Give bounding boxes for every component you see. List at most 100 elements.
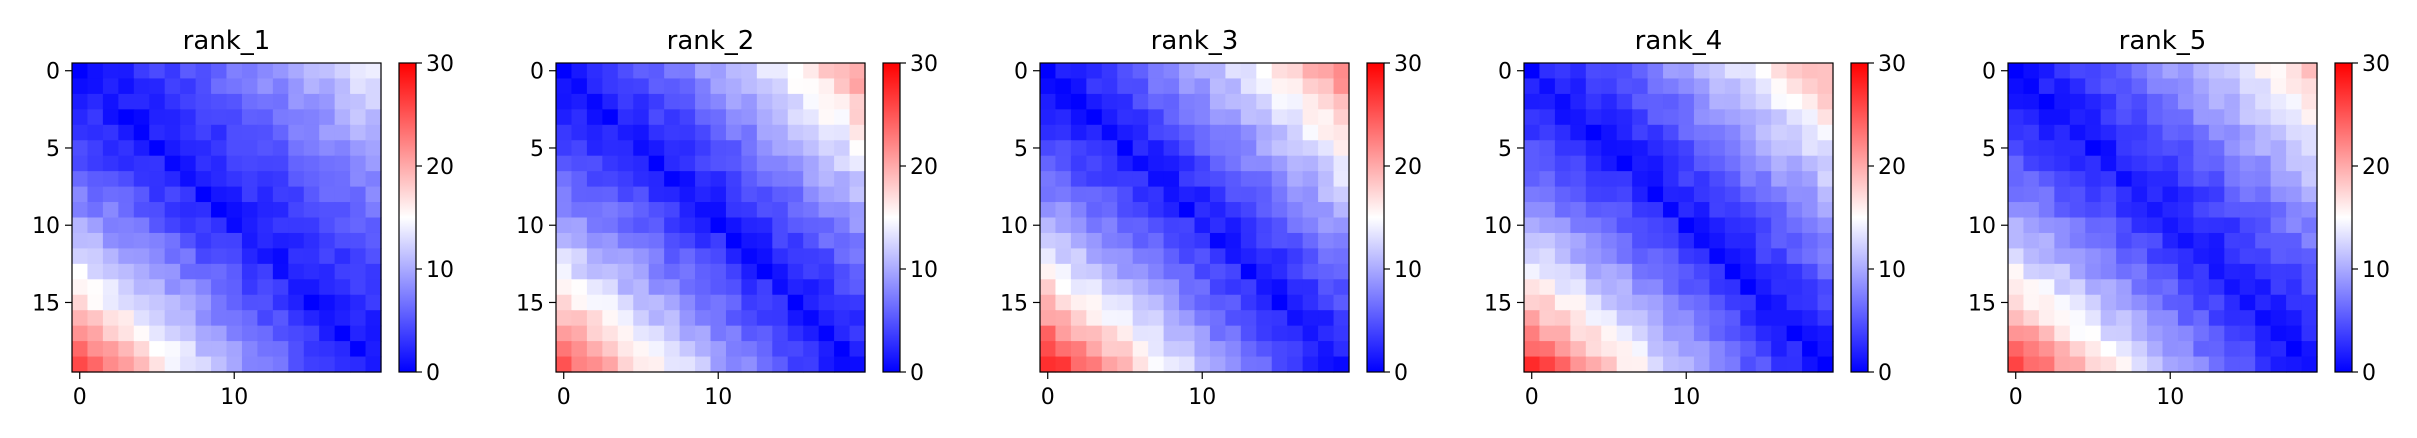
heatmap-cell	[2239, 109, 2256, 126]
heatmap-cell	[2023, 217, 2040, 234]
heatmap-cell	[2255, 279, 2272, 296]
heatmap-cell	[1524, 263, 1541, 280]
heatmap-cell	[2038, 232, 2055, 249]
heatmap-cell	[1524, 124, 1541, 141]
heatmap-cell	[633, 341, 650, 358]
heatmap-cell	[633, 186, 650, 203]
heatmap-cell	[787, 341, 804, 358]
heatmap-cell	[1070, 124, 1087, 141]
heatmap-cell	[1117, 171, 1134, 188]
heatmap-cell	[1163, 109, 1180, 126]
heatmap-cell	[319, 356, 336, 373]
heatmap-cell	[1709, 325, 1726, 342]
heatmap-cell	[257, 171, 274, 188]
heatmap-cell	[586, 186, 603, 203]
heatmap-cell	[2100, 186, 2117, 203]
heatmap-cell	[803, 63, 820, 80]
heatmap-cell	[1194, 279, 1211, 296]
heatmap-cell	[2193, 171, 2210, 188]
heatmap-cell	[2085, 279, 2102, 296]
heatmap-cell	[1802, 294, 1819, 311]
heatmap-cell	[633, 248, 650, 265]
heatmap-cell	[1709, 217, 1726, 234]
heatmap-cell	[1132, 263, 1149, 280]
heatmap-cell	[319, 124, 336, 141]
heatmap-cell	[1755, 78, 1772, 95]
heatmap-cell	[365, 155, 382, 172]
heatmap-cell	[87, 78, 104, 95]
heatmap-cell	[180, 171, 197, 188]
heatmap-cell	[2270, 248, 2287, 265]
heatmap-cell	[350, 356, 367, 373]
heatmap-cell	[1333, 202, 1350, 219]
heatmap-cell	[288, 171, 305, 188]
heatmap-cell	[133, 202, 150, 219]
heatmap-cell	[725, 202, 742, 219]
heatmap-cell	[1101, 248, 1118, 265]
heatmap-cell	[1086, 279, 1103, 296]
heatmap-cell	[303, 78, 320, 95]
heatmap-cell	[350, 263, 367, 280]
heatmap-cell	[1554, 186, 1571, 203]
heatmap-cell	[710, 310, 727, 327]
heatmap-cell	[633, 217, 650, 234]
heatmap-cell	[211, 93, 228, 110]
heatmap-cell	[1225, 341, 1242, 358]
heatmap-cell	[633, 78, 650, 95]
heatmap-cell	[72, 78, 89, 95]
heatmap-cell	[1786, 93, 1803, 110]
heatmap-cell	[1647, 217, 1664, 234]
heatmap-cell	[1524, 186, 1541, 203]
heatmap-cell	[556, 310, 573, 327]
heatmap-cell	[288, 202, 305, 219]
heatmap-cell	[648, 279, 665, 296]
heatmap-cell	[241, 325, 258, 342]
heatmap-cell	[1755, 310, 1772, 327]
heatmap-cell	[787, 263, 804, 280]
heatmap-cell	[1179, 124, 1196, 141]
heatmap-cell	[1570, 356, 1587, 373]
heatmap-cell	[102, 124, 119, 141]
heatmap-cell	[272, 93, 289, 110]
heatmap-cell	[1194, 155, 1211, 172]
heatmap-cell	[2038, 356, 2055, 373]
heatmap-cell	[1194, 310, 1211, 327]
y-tick-label: 5	[46, 137, 60, 162]
heatmap-cell	[350, 248, 367, 265]
heatmap-cell	[226, 202, 243, 219]
heatmap-cell	[2008, 294, 2025, 311]
heatmap-cell	[1802, 93, 1819, 110]
heatmap-cell	[586, 294, 603, 311]
heatmap-cell	[133, 341, 150, 358]
heatmap-cell	[1524, 93, 1541, 110]
heatmap-cell	[1101, 279, 1118, 296]
heatmap-cell	[1287, 171, 1304, 188]
heatmap-cell	[1601, 279, 1618, 296]
heatmap-cell	[1817, 140, 1834, 157]
y-tick-label: 10	[516, 214, 544, 239]
heatmap-cell	[602, 294, 619, 311]
heatmap-cell	[133, 310, 150, 327]
heatmap-cell	[2038, 341, 2055, 358]
heatmap-cell	[586, 93, 603, 110]
heatmap-cell	[1256, 202, 1273, 219]
heatmap-cell	[1524, 63, 1541, 80]
heatmap-cell	[849, 124, 866, 141]
heatmap-cell	[102, 93, 119, 110]
heatmap-cell	[1132, 310, 1149, 327]
heatmap-cell	[2270, 356, 2287, 373]
heatmap-cell	[1333, 186, 1350, 203]
heatmap-cell	[87, 93, 104, 110]
heatmap-cell	[226, 171, 243, 188]
heatmap-cell	[303, 217, 320, 234]
heatmap-cell	[2193, 155, 2210, 172]
heatmap-cell	[1693, 171, 1710, 188]
heatmap-cell	[556, 186, 573, 203]
heatmap-cell	[1271, 310, 1288, 327]
heatmap-cell	[2023, 109, 2040, 126]
heatmap-cell	[648, 232, 665, 249]
heatmap-cell	[664, 294, 681, 311]
heatmap-cell	[818, 155, 835, 172]
heatmap-cell	[180, 155, 197, 172]
heatmap-cell	[1194, 294, 1211, 311]
